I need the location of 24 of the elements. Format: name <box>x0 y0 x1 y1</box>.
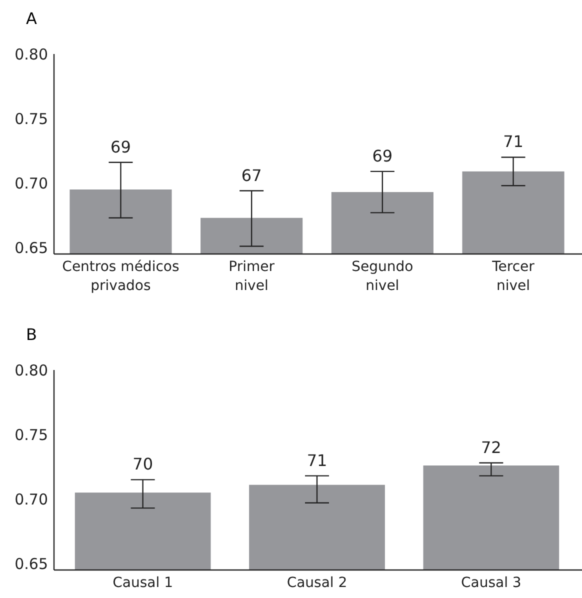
x-tick-label: Causal 3 <box>460 575 522 591</box>
y-tick-label: 0.70 <box>14 490 48 508</box>
annotation: 70 <box>132 454 154 474</box>
x-tick-label: Causal 2 <box>286 575 348 591</box>
y-tick-label: 0.80 <box>14 361 48 380</box>
x-tick-label: Primer nivel <box>228 259 275 294</box>
annotation: 71 <box>503 132 524 152</box>
y-tick-label: 0.80 <box>14 45 48 64</box>
x-tick-label: Centros médicos privados <box>62 259 180 294</box>
y-tick-label: 0.75 <box>14 110 48 128</box>
y-tick-label: 0.70 <box>14 174 48 192</box>
y-tick-label: 0.75 <box>14 426 48 444</box>
x-tick-label: Causal 1 <box>112 575 174 591</box>
annotation: 72 <box>480 438 502 457</box>
y-tick-label: 0.65 <box>14 238 48 257</box>
y-tick-label: 0.65 <box>14 554 48 573</box>
x-tick-label: Segundo nivel <box>352 259 414 294</box>
x-tick-label: Tercer nivel <box>491 259 535 294</box>
annotation: 71 <box>306 450 328 470</box>
annotation: 69 <box>372 146 393 166</box>
chart-title: B <box>26 325 37 344</box>
annotation: 69 <box>110 137 131 156</box>
annotation: 67 <box>241 166 262 185</box>
chart-title: A <box>26 9 37 28</box>
